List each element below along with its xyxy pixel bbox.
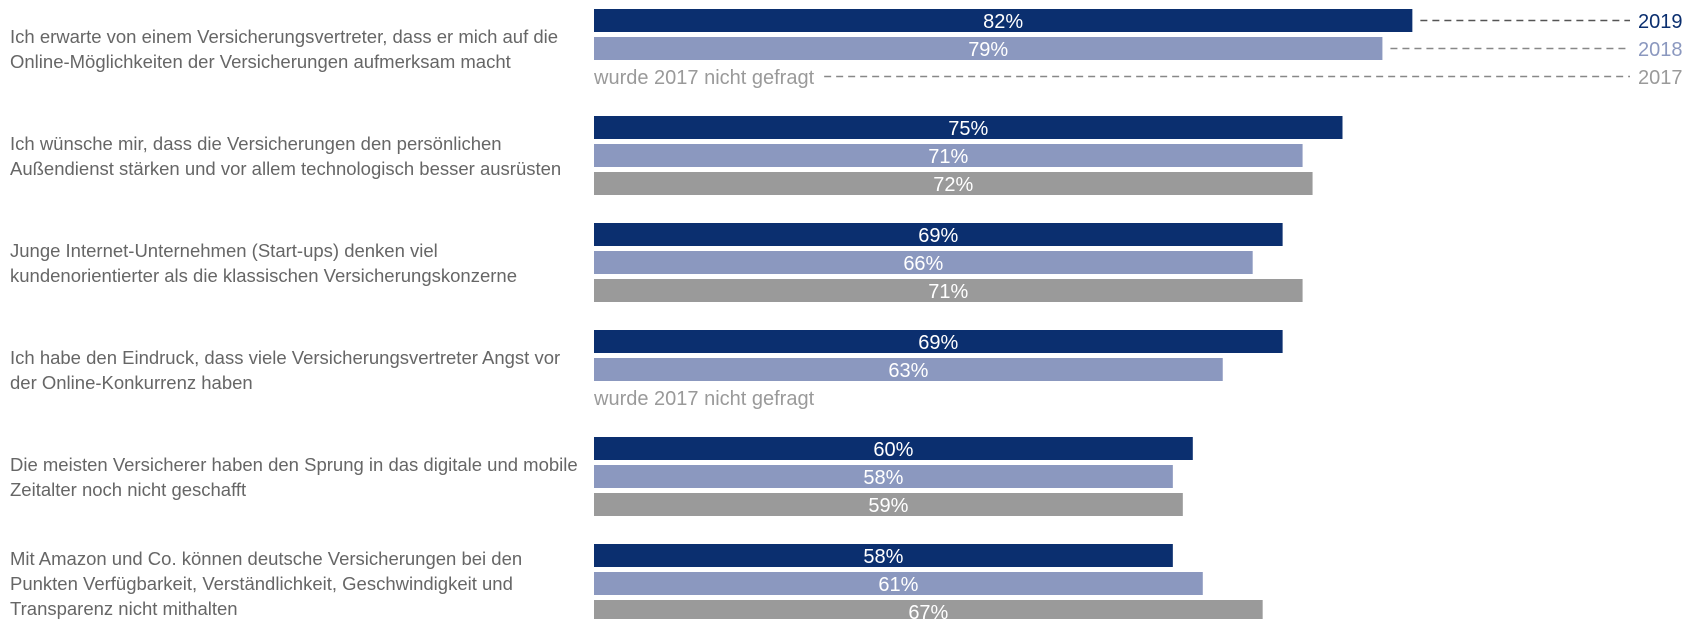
category-label: Ich erwarte von einem Versicherungsvertr…	[10, 25, 559, 72]
bar	[594, 600, 1263, 619]
bar	[594, 465, 1173, 488]
value-label: 71%	[928, 281, 968, 303]
value-label: 67%	[908, 602, 948, 619]
value-label: 58%	[863, 546, 903, 568]
bar	[594, 251, 1253, 274]
bar	[594, 116, 1343, 139]
category-label: Mit Amazon und Co. können deutsche Versi…	[10, 548, 523, 619]
value-label: 66%	[903, 253, 943, 275]
bar	[594, 279, 1303, 302]
value-label: 60%	[873, 439, 913, 461]
category-label: Die meisten Versicherer haben den Sprung…	[10, 453, 578, 500]
legend-label: 2018	[1638, 39, 1683, 61]
category-label: Junge Internet-Unternehmen (Start-ups) d…	[10, 239, 517, 286]
bar	[594, 437, 1193, 460]
value-label: 69%	[918, 225, 958, 247]
value-label: 63%	[888, 360, 928, 382]
category-label: Ich habe den Eindruck, dass viele Versic…	[10, 346, 561, 393]
bar	[594, 144, 1303, 167]
value-label: 59%	[868, 495, 908, 517]
bar	[594, 544, 1173, 567]
value-label: 69%	[918, 332, 958, 354]
bar	[594, 223, 1283, 246]
bar	[594, 37, 1383, 60]
value-label: 58%	[863, 467, 903, 489]
bar	[594, 172, 1313, 195]
value-label: 82%	[983, 11, 1023, 33]
missing-note: wurde 2017 nicht gefragt	[593, 388, 815, 410]
bar	[594, 330, 1283, 353]
value-label: 75%	[948, 118, 988, 140]
bar	[594, 9, 1413, 32]
value-label: 79%	[968, 39, 1008, 61]
value-label: 61%	[878, 574, 918, 596]
legend-label: 2019	[1638, 11, 1683, 33]
bar	[594, 572, 1203, 595]
bar	[594, 493, 1183, 516]
missing-note: wurde 2017 nicht gefragt	[593, 67, 815, 89]
value-label: 71%	[928, 146, 968, 168]
legend-label: 2017	[1638, 67, 1683, 89]
category-label: Ich wünsche mir, dass die Versicherungen…	[10, 132, 562, 179]
bar	[594, 358, 1223, 381]
value-label: 72%	[933, 174, 973, 196]
